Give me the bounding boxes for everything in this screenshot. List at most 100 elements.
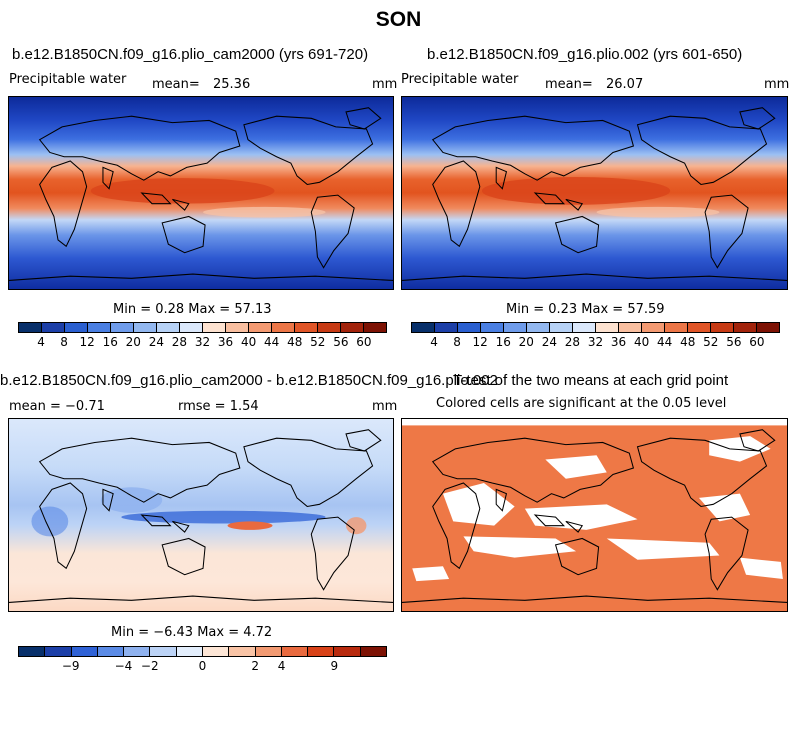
panel2-colorbar-tick-label: 48: [680, 335, 696, 349]
panel2-variable: Precipitable water: [401, 72, 519, 87]
panel1-colorbar-swatch: [318, 323, 341, 332]
panel1-colorbar-tick-label: 20: [125, 335, 141, 349]
panel2-colorbar-swatch: [642, 323, 665, 332]
panel3-colorbar-tick-label: 4: [277, 659, 286, 673]
panel3-map: [8, 418, 394, 612]
panel4-title: T-test of the two means at each grid poi…: [453, 372, 729, 389]
panel2-colorbar-swatch: [573, 323, 596, 332]
panel2-colorbar-tick-label: 8: [453, 335, 461, 349]
panel2-colorbar-swatch: [412, 323, 435, 332]
panel1-colorbar-swatch: [111, 323, 134, 332]
panel1-colorbar-tick-label: 36: [217, 335, 234, 349]
panel2-colorbar-swatch: [504, 323, 527, 332]
panel3-colorbar-tick-label: −2: [140, 659, 159, 673]
panel2-colorbar-tick-label: 12: [472, 335, 488, 349]
season-title: SON: [375, 8, 422, 31]
panel1-colorbar-swatch: [226, 323, 249, 332]
panel2-mean-label: mean=: [545, 77, 593, 92]
panel1-variable: Precipitable water: [9, 72, 127, 87]
panel2-colorbar-tick-label: 24: [541, 335, 558, 349]
panel3-colorbar-swatch: [150, 647, 177, 656]
panel3-colorbar-swatch: [124, 647, 151, 656]
panel2-colorbar-tick-label: 44: [657, 335, 673, 349]
panel3-colorbar-swatch: [229, 647, 256, 656]
panel3-colorbar-tick-label: −9: [61, 659, 80, 673]
panel2-colorbar-swatch: [734, 323, 757, 332]
panel1-colorbar-tick-label: 28: [171, 335, 188, 349]
panel3-colorbar-swatch: [45, 647, 72, 656]
panel1-colorbar-swatch: [42, 323, 65, 332]
panel2-units: mm: [764, 77, 790, 92]
panel2-colorbar-tick-label: 16: [495, 335, 511, 349]
panel2-mean-value: 26.07: [606, 77, 644, 92]
panel2-colorbar-swatch: [757, 323, 779, 332]
panel3-colorbar-swatch: [255, 647, 282, 656]
panel1-colorbar-tick-label: 8: [60, 335, 68, 349]
panel1-colorbar-swatch: [203, 323, 226, 332]
panel2-title: b.e12.B1850CN.f09_g16.plio.002 (yrs 601-…: [427, 46, 743, 63]
panel1-colorbar-tick-label: 4: [37, 335, 45, 349]
panel1-map: [8, 96, 394, 290]
panel2-colorbar-swatch: [665, 323, 688, 332]
panel2-map: [401, 96, 788, 290]
panel2-colorbar-swatch: [711, 323, 734, 332]
panel1-colorbar-tick-label: 12: [79, 335, 95, 349]
panel1-colorbar-tick-label: 48: [287, 335, 303, 349]
panel1-colorbar-swatch: [272, 323, 295, 332]
panel3-colorbar-swatch: [19, 647, 46, 656]
panel1-colorbar-swatch: [134, 323, 157, 332]
panel2-colorbar-swatch: [481, 323, 504, 332]
panel3-colorbar-swatch: [334, 647, 361, 656]
panel3-units: mm: [372, 399, 398, 414]
panel1-colorbar-swatch: [157, 323, 180, 332]
panel3-colorbar-swatch: [202, 647, 230, 656]
panel3-colorbar-swatch: [71, 647, 98, 656]
panel3-colorbar-tick-label: 0: [198, 659, 207, 673]
panel2-colorbar-swatch: [596, 323, 619, 332]
panel2-colorbar-tick-label: 32: [587, 335, 604, 349]
panel2-colorbar-swatch: [550, 323, 573, 332]
panel3-colorbar: [18, 646, 387, 657]
panel1-colorbar-tick-label: 52: [310, 335, 326, 349]
panel3-title: b.e12.B1850CN.f09_g16.plio_cam2000 - b.e…: [0, 372, 498, 389]
panel1-colorbar-swatch: [19, 323, 42, 332]
panel2-colorbar-tick-label: 52: [703, 335, 719, 349]
panel2-minmax: Min = 0.23 Max = 57.59: [506, 302, 665, 317]
panel3-colorbar-tick-label: 2: [251, 659, 260, 673]
panel1-mean-value: 25.36: [213, 77, 251, 92]
panel2-colorbar-swatch: [619, 323, 642, 332]
panel1-colorbar-swatch: [295, 323, 318, 332]
panel2-colorbar-tick-label: 36: [610, 335, 627, 349]
panel3-rmse: rmse = 1.54: [178, 399, 259, 414]
panel2-colorbar-tick-label: 28: [564, 335, 581, 349]
panel3-colorbar-tick-label: 9: [330, 659, 339, 673]
panel3-mean: mean = −0.71: [9, 399, 105, 414]
panel4-subtitle: Colored cells are significant at the 0.0…: [436, 396, 727, 411]
panel1-colorbar-swatch: [65, 323, 88, 332]
panel1-minmax: Min = 0.28 Max = 57.13: [113, 302, 272, 317]
panel2-colorbar-tick-label: 56: [726, 335, 742, 349]
panel3-colorbar-swatch: [308, 647, 335, 656]
panel1-colorbar-swatch: [88, 323, 111, 332]
panel2-colorbar-swatch: [688, 323, 711, 332]
panel3-colorbar-tick-label: −4: [114, 659, 133, 673]
panel1-colorbar-tick-label: 32: [194, 335, 211, 349]
panel2-colorbar-tick-label: 40: [633, 335, 650, 349]
panel2-colorbar-tick-label: 60: [749, 335, 765, 349]
panel1-mean-label: mean=: [152, 77, 200, 92]
panel1-title: b.e12.B1850CN.f09_g16.plio_cam2000 (yrs …: [12, 46, 369, 63]
panel1-colorbar-tick-label: 16: [102, 335, 118, 349]
panel2-colorbar-swatch: [435, 323, 458, 332]
panel2-colorbar-swatch: [527, 323, 550, 332]
panel1-colorbar-swatch: [249, 323, 272, 332]
panel1-colorbar-tick-label: 40: [240, 335, 257, 349]
panel3-colorbar-swatch: [360, 647, 386, 656]
panel1-colorbar-tick-label: 24: [148, 335, 165, 349]
panel1-colorbar: [18, 322, 387, 333]
panel1-colorbar-tick-label: 60: [356, 335, 372, 349]
panel3-minmax: Min = −6.43 Max = 4.72: [111, 625, 273, 640]
panel2-colorbar-tick-label: 4: [430, 335, 438, 349]
panel2-colorbar: [411, 322, 780, 333]
panel1-colorbar-swatch: [341, 323, 364, 332]
panel3-colorbar-swatch: [281, 647, 309, 656]
